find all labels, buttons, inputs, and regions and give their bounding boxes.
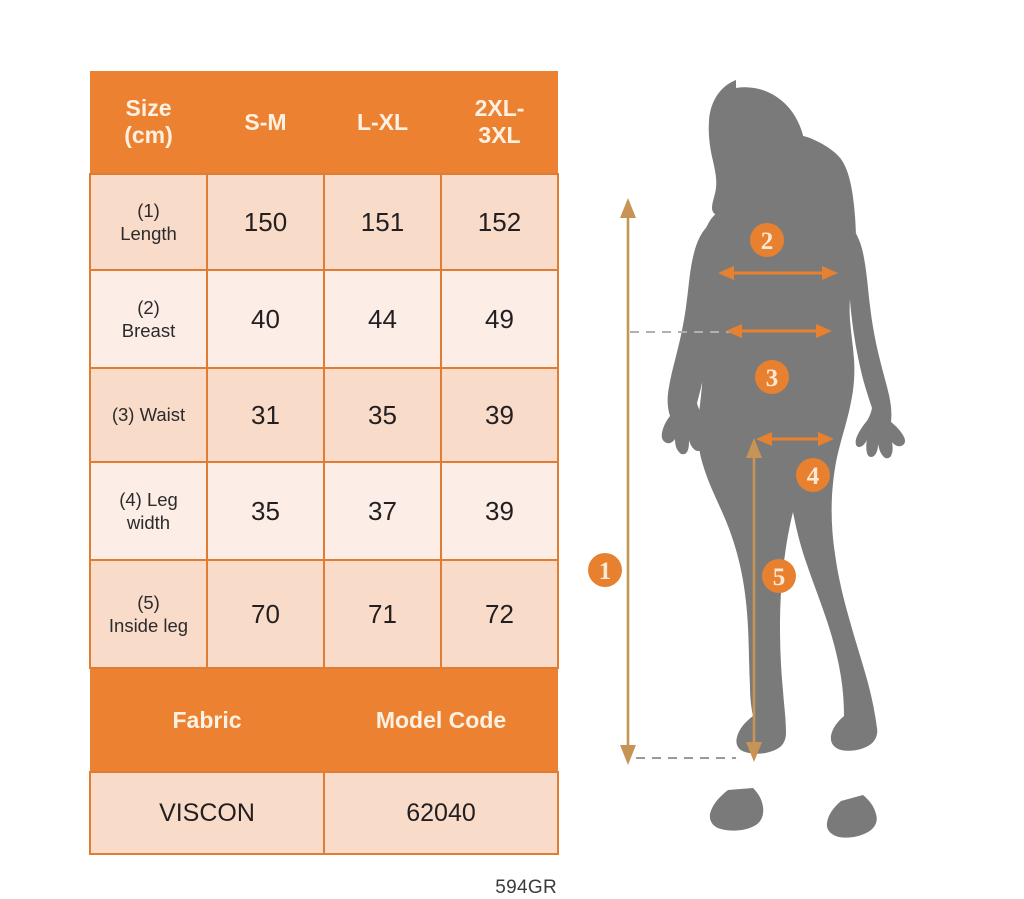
marker-badge-4: 4 [796, 458, 830, 492]
cell-breast-s-m: 40 [206, 269, 325, 369]
table-row: (5) Inside leg 70 71 72 [89, 559, 559, 669]
cell-waist-s-m: 31 [206, 367, 325, 463]
cell-inside-leg-l-xl: 71 [323, 559, 442, 669]
marker-badge-3: 3 [755, 360, 789, 394]
marker-badge-1: 1 [588, 553, 622, 587]
cell-waist-2xl-3xl: 39 [440, 367, 559, 463]
marker-badge-1-label: 1 [599, 558, 612, 585]
cell-fabric-value: VISCON [89, 771, 325, 855]
table-row: (4) Leg width 35 37 39 [89, 461, 559, 561]
table-footer-header-row: Fabric Model Code [90, 668, 558, 772]
cell-length-s-m: 150 [206, 173, 325, 271]
cell-breast-l-xl: 44 [323, 269, 442, 369]
cell-breast-2xl-3xl: 49 [440, 269, 559, 369]
header-size-line2: (cm) [124, 122, 173, 148]
marker-badge-4-label: 4 [807, 463, 820, 490]
header-size-line1: Size [125, 95, 172, 122]
row-label-length-line2: Length [120, 223, 177, 244]
row-label-breast: (2) Breast [89, 269, 208, 369]
female-silhouette [661, 80, 905, 838]
measurement-figure-panel: 1 2 3 4 5 [560, 20, 1020, 850]
cell-leg-width-s-m: 35 [206, 461, 325, 561]
row-label-breast-line2: Breast [121, 320, 176, 341]
row-label-inside-leg-line1: (5) [137, 591, 160, 613]
header-2xl-line2: 3XL [478, 122, 521, 148]
measure-line-breast [718, 266, 838, 280]
header-2xl-line1: 2XL- [474, 95, 525, 122]
row-label-breast-line1: (2) [137, 296, 160, 318]
table-row: (2) Breast 40 44 49 [89, 269, 559, 369]
row-label-leg-width-line1: (4) Leg [119, 488, 178, 510]
size-chart-table: Size (cm) S-M L-XL 2XL- 3XL (1) Length 1… [89, 71, 559, 855]
row-label-leg-width-line2: width [126, 512, 171, 533]
marker-badge-5: 5 [762, 559, 796, 593]
cell-model-code-value: 62040 [323, 771, 559, 855]
cell-length-l-xl: 151 [323, 173, 442, 271]
row-label-waist: (3) Waist [89, 367, 208, 463]
row-label-length: (1) Length [89, 173, 208, 271]
header-model-code: Model Code [324, 668, 558, 772]
table-row: (3) Waist 31 35 39 [89, 367, 559, 463]
marker-badge-2: 2 [750, 223, 784, 257]
marker-badge-5-label: 5 [773, 564, 786, 591]
row-label-leg-width: (4) Leg width [89, 461, 208, 561]
header-size-2xl-3xl: 2XL- 3XL [441, 71, 558, 174]
cell-waist-l-xl: 35 [323, 367, 442, 463]
header-fabric: Fabric [90, 668, 324, 772]
size-chart-table-container: Size (cm) S-M L-XL 2XL- 3XL (1) Length 1… [89, 71, 559, 898]
header-size-l-xl: L-XL [324, 71, 441, 174]
table-footer-value-row: VISCON 62040 [89, 771, 559, 855]
marker-badge-3-label: 3 [766, 365, 779, 392]
measure-line-length [620, 198, 636, 765]
row-label-inside-leg-line2: Inside leg [108, 615, 189, 636]
header-size-s-m: S-M [207, 71, 324, 174]
product-code-note: 594GR [495, 877, 557, 898]
row-label-length-line1: (1) [137, 199, 160, 221]
cell-length-2xl-3xl: 152 [440, 173, 559, 271]
marker-badge-2-label: 2 [761, 228, 774, 255]
measure-line-leg-width [756, 432, 834, 446]
measure-line-inside-leg [746, 438, 762, 762]
table-header-row: Size (cm) S-M L-XL 2XL- 3XL [90, 71, 558, 174]
measure-line-waist [726, 324, 832, 338]
table-row: (1) Length 150 151 152 [89, 173, 559, 271]
cell-leg-width-2xl-3xl: 39 [440, 461, 559, 561]
cell-inside-leg-2xl-3xl: 72 [440, 559, 559, 669]
header-size-cm: Size (cm) [90, 71, 207, 174]
row-label-inside-leg: (5) Inside leg [89, 559, 208, 669]
cell-inside-leg-s-m: 70 [206, 559, 325, 669]
cell-leg-width-l-xl: 37 [323, 461, 442, 561]
body-measurement-diagram: 1 2 3 4 5 [588, 80, 905, 838]
